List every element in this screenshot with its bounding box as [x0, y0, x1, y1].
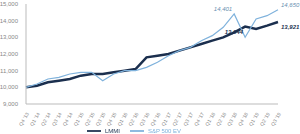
svg-text:Q3 '17: Q3 '17 [181, 111, 195, 127]
html-text:LMMI: LMMI [104, 127, 120, 134]
svg-text:Q2 '16: Q2 '16 [127, 111, 140, 127]
svg-text:Q2 '14: Q2 '14 [39, 111, 52, 127]
svg-text:Q1 '19: Q1 '19 [247, 111, 260, 127]
svg-text:12,000: 12,000 [8, 51, 19, 57]
svg-text:Q3 '15: Q3 '15 [94, 111, 107, 127]
svg-text:Q1 '15: Q1 '15 [72, 111, 85, 127]
svg-text:13,000: 13,000 [8, 34, 19, 40]
svg-text:Q3 '14: Q3 '14 [50, 111, 63, 127]
svg-text:Q2 '18: Q2 '18 [214, 111, 228, 127]
svg-text:13,644: 13,644 [225, 29, 244, 35]
svg-text:Q4 '13: Q4 '13 [17, 111, 30, 127]
svg-text:Q4 '18: Q4 '18 [236, 111, 250, 127]
svg-text:14,401: 14,401 [214, 6, 232, 12]
svg-text:Q4 '17: Q4 '17 [192, 111, 206, 127]
html-text:S&P 500 EV: S&P 500 EV [147, 127, 182, 134]
svg-text:Q4 '15: Q4 '15 [105, 111, 118, 127]
svg-text:Q3 '19: Q3 '19 [269, 111, 282, 127]
svg-text:Q2 '19: Q2 '19 [258, 111, 271, 127]
svg-text:Q2 '17: Q2 '17 [170, 111, 184, 127]
svg-text:Q3 '18: Q3 '18 [225, 111, 239, 127]
svg-text:Q4 '14: Q4 '14 [61, 111, 74, 127]
svg-text:Q1 '16: Q1 '16 [116, 111, 129, 127]
svg-text:Q2 '15: Q2 '15 [83, 111, 96, 127]
svg-text:Q1 '14: Q1 '14 [28, 111, 41, 127]
svg-text:Q4 '16: Q4 '16 [148, 111, 162, 127]
svg-text:15,000: 15,000 [8, 1, 19, 7]
svg-text:Q1 '18: Q1 '18 [203, 111, 217, 127]
svg-text:10,000: 10,000 [8, 84, 19, 90]
svg-text:Q1 '17: Q1 '17 [159, 111, 173, 127]
svg-text:14,650: 14,650 [281, 2, 292, 8]
svg-text:Q3 '16: Q3 '16 [138, 111, 151, 127]
svg-text:13,921: 13,921 [281, 24, 292, 30]
svg-text:11,000: 11,000 [8, 68, 19, 74]
svg-text:14,000: 14,000 [8, 18, 19, 24]
svg-text:9,000: 9,000 [8, 101, 19, 107]
